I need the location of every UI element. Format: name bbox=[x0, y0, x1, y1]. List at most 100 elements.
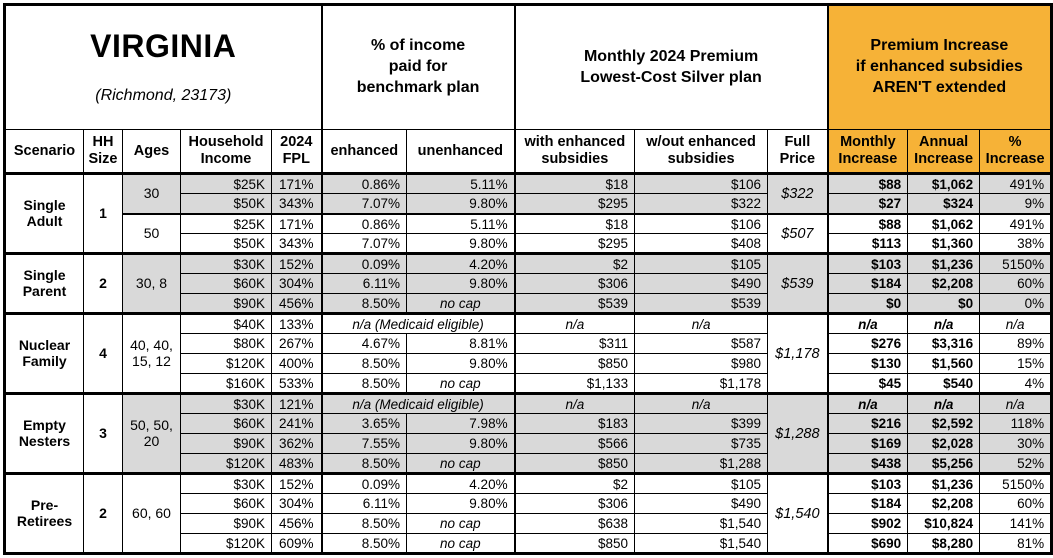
household-income-cell: $90K bbox=[180, 293, 272, 315]
scenario-cell: Single Adult bbox=[4, 172, 84, 255]
fpl-cell: 304% bbox=[270, 273, 323, 295]
monthly-increase-cell: $130 bbox=[826, 353, 909, 375]
with-subsidies-premium-cell: $1,133 bbox=[513, 373, 636, 395]
col-header-hh-size: HH Size bbox=[83, 129, 123, 175]
with-subsidies-premium-cell: $638 bbox=[513, 513, 636, 535]
fpl-cell: 483% bbox=[270, 453, 323, 475]
annual-increase-cell: $3,316 bbox=[907, 333, 981, 355]
household-income-cell: $50K bbox=[180, 193, 272, 215]
enhanced-pct-cell: 8.50% bbox=[320, 533, 408, 555]
with-subsidies-premium-cell: $850 bbox=[513, 353, 636, 375]
without-subsidies-premium-cell: n/a bbox=[634, 312, 769, 335]
fpl-cell: 456% bbox=[270, 293, 323, 315]
table-row: Nuclear Family 4 40, 40, 15, 12 $40K 133% n/a… bbox=[4, 312, 1053, 395]
fpl-cell: 267% bbox=[270, 333, 323, 355]
unenhanced-pct-cell: 8.81% bbox=[406, 333, 516, 355]
unenhanced-pct-cell: 9.80% bbox=[406, 233, 516, 255]
enhanced-pct-cell: 8.50% bbox=[320, 353, 408, 375]
scenario-cell: Empty Nesters bbox=[4, 392, 84, 475]
state-title: VIRGINIA bbox=[90, 27, 237, 64]
household-income-cell: $30K bbox=[180, 472, 272, 495]
hh-size-cell: 1 bbox=[83, 172, 123, 255]
without-subsidies-premium-cell: $105 bbox=[634, 252, 769, 275]
annual-increase-cell: $1,360 bbox=[907, 233, 981, 255]
fpl-cell: 362% bbox=[270, 433, 323, 455]
household-income-cell: $80K bbox=[180, 333, 272, 355]
enhanced-pct-cell: 8.50% bbox=[320, 453, 408, 475]
fpl-cell: 343% bbox=[270, 233, 323, 255]
monthly-increase-cell: $27 bbox=[826, 193, 909, 215]
full-price-cell: $539 bbox=[767, 252, 829, 315]
pct-increase-cell: 15% bbox=[979, 353, 1053, 375]
pct-increase-cell: 491% bbox=[979, 172, 1053, 195]
fpl-cell: 171% bbox=[270, 172, 323, 195]
unenhanced-pct-cell: no cap bbox=[406, 453, 516, 475]
monthly-increase-cell: $45 bbox=[826, 373, 909, 395]
monthly-increase-cell: $184 bbox=[826, 273, 909, 295]
ages-cell: 50 bbox=[122, 212, 181, 255]
without-subsidies-premium-cell: $322 bbox=[634, 193, 769, 215]
household-income-cell: $120K bbox=[180, 533, 272, 555]
monthly-increase-cell: $113 bbox=[826, 233, 909, 255]
medicaid-eligible-note: n/a (Medicaid eligible) bbox=[320, 392, 516, 415]
table-body: Single Adult 1 30 $25K 171% 0.86% 5.11% $18 $106… bbox=[4, 172, 1053, 555]
with-subsidies-premium-cell: $306 bbox=[513, 493, 636, 515]
pct-increase-cell: n/a bbox=[979, 312, 1053, 335]
annual-increase-cell: $2,208 bbox=[907, 273, 981, 295]
unenhanced-pct-cell: 9.80% bbox=[406, 273, 516, 295]
income-pct-group-header: % of income paid for benchmark plan bbox=[320, 3, 516, 131]
pct-increase-cell: 30% bbox=[979, 433, 1053, 455]
without-subsidies-premium-cell: $539 bbox=[634, 293, 769, 315]
table-row: $50K 343% 7.07% 9.80% $295 $408 $113 $1,360 38% bbox=[5, 233, 1053, 255]
household-income-cell: $120K bbox=[180, 353, 272, 375]
fpl-cell: 609% bbox=[270, 533, 323, 555]
annual-increase-cell: $0 bbox=[907, 293, 981, 315]
unenhanced-pct-cell: 4.20% bbox=[406, 472, 516, 495]
col-header-fpl: 2024 FPL bbox=[270, 129, 323, 175]
annual-increase-cell: $1,062 bbox=[907, 212, 981, 235]
fpl-cell: 533% bbox=[270, 373, 323, 395]
col-header-unenhanced: unenhanced bbox=[406, 129, 516, 175]
fpl-cell: 133% bbox=[270, 312, 323, 335]
unenhanced-pct-cell: 9.80% bbox=[406, 433, 516, 455]
without-subsidies-premium-cell: $1,540 bbox=[634, 513, 769, 535]
monthly-increase-cell: $88 bbox=[826, 172, 909, 195]
unenhanced-pct-cell: 5.11% bbox=[406, 212, 516, 235]
with-subsidies-premium-cell: $2 bbox=[513, 472, 636, 495]
col-header-enhanced: enhanced bbox=[320, 129, 408, 175]
ages-cell: 30, 8 bbox=[122, 252, 181, 315]
monthly-increase-cell: $184 bbox=[826, 493, 909, 515]
annual-increase-cell: $1,062 bbox=[907, 172, 981, 195]
enhanced-pct-cell: 3.65% bbox=[320, 413, 408, 435]
col-header-scenario: Scenario bbox=[4, 129, 84, 175]
scenario-cell: Single Parent bbox=[4, 252, 84, 315]
fpl-cell: 400% bbox=[270, 353, 323, 375]
enhanced-pct-cell: 6.11% bbox=[320, 493, 408, 515]
with-subsidies-premium-cell: $183 bbox=[513, 413, 636, 435]
annual-increase-cell: $1,236 bbox=[907, 472, 981, 495]
table-row: $60K 241% 3.65% 7.98% $183 $399 $216 $2,592 118% bbox=[5, 413, 1053, 435]
unenhanced-pct-cell: no cap bbox=[406, 293, 516, 315]
without-subsidies-premium-cell: $1,540 bbox=[634, 533, 769, 555]
full-price-cell: $322 bbox=[767, 172, 829, 215]
fpl-cell: 304% bbox=[270, 493, 323, 515]
scenario-cell: Pre- Retirees bbox=[4, 472, 84, 555]
enhanced-pct-cell: 0.09% bbox=[320, 252, 408, 275]
annual-increase-cell: $1,560 bbox=[907, 353, 981, 375]
col-header-annual-increase: Annual Increase bbox=[907, 129, 981, 175]
annual-increase-cell: $2,592 bbox=[907, 413, 981, 435]
monthly-increase-cell: $103 bbox=[826, 472, 909, 495]
unenhanced-pct-cell: 9.80% bbox=[406, 193, 516, 215]
ages-cell: 40, 40, 15, 12 bbox=[122, 312, 181, 395]
monthly-increase-cell: n/a bbox=[826, 392, 909, 415]
fpl-cell: 241% bbox=[270, 413, 323, 435]
unenhanced-pct-cell: 9.80% bbox=[406, 353, 516, 375]
medicaid-eligible-note: n/a (Medicaid eligible) bbox=[320, 312, 516, 335]
without-subsidies-premium-cell: $105 bbox=[634, 472, 769, 495]
full-price-cell: $1,288 bbox=[767, 392, 829, 475]
annual-increase-cell: $8,280 bbox=[907, 533, 981, 555]
household-income-cell: $120K bbox=[180, 453, 272, 475]
household-income-cell: $160K bbox=[180, 373, 272, 395]
annual-increase-cell: n/a bbox=[907, 392, 981, 415]
full-price-cell: $1,540 bbox=[767, 472, 829, 555]
